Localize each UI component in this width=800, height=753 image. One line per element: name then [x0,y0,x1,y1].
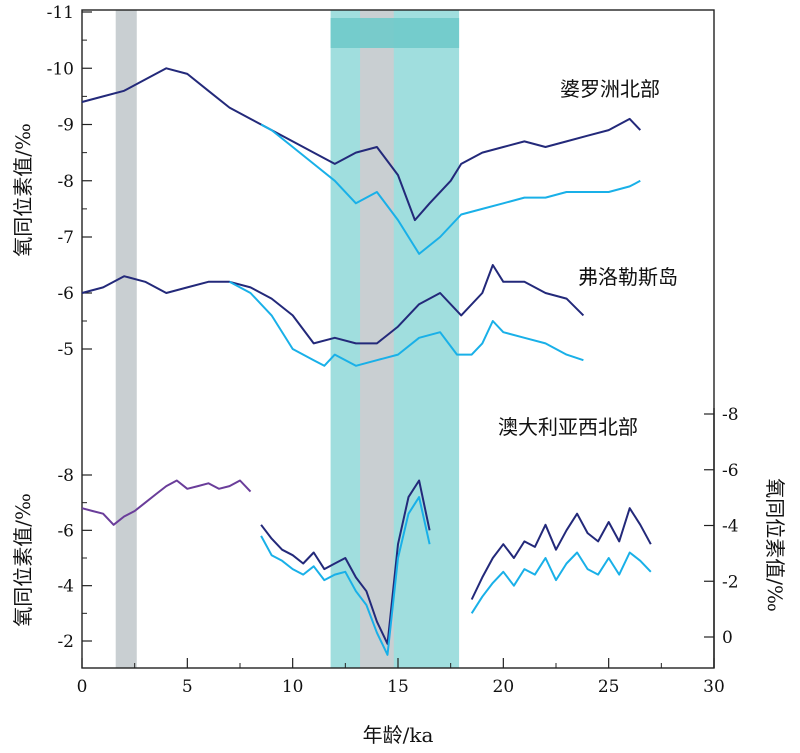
y-tick-label-p1: -6 [57,284,74,304]
right-y-tick-label: -4 [722,517,739,537]
series-line-p2-s3 [470,551,652,614]
y-axis-title-top: 氧同位素值/‰ [11,123,35,257]
y-axis-title-bottom: 氧同位素值/‰ [11,493,35,627]
x-axis-title: 年龄/ka [363,723,434,747]
shade-grey-2 [360,10,394,668]
axis-ticks [81,11,715,668]
y-tick-label-p2: -8 [57,466,74,486]
y-tick-label-p1: -5 [57,340,74,360]
panel-label-flores: 弗洛勒斯岛 [578,265,678,289]
shade-cyan-1 [330,10,460,668]
series-line-p1-s1 [229,280,584,367]
y-tick-label-p2: -2 [57,632,74,652]
y-tick-label-p0: -9 [57,116,74,136]
shade-grey-0 [115,10,137,668]
right-y-tick-label: -6 [722,461,739,481]
x-tick-label-5: 5 [182,677,193,697]
series-line-p2-s1 [260,479,431,645]
y-tick-label-p2: -6 [57,521,74,541]
right-y-tick-label: 0 [722,628,733,648]
series-line-p0-s1 [260,123,641,255]
series-line-p2-s4 [470,507,652,600]
x-tick-label-15: 15 [387,677,409,697]
series-line-p0-s0 [81,67,642,222]
x-tick-label-25: 25 [598,677,620,697]
right-y-tick-label: -2 [722,572,739,592]
x-tick-label-10: 10 [282,677,304,697]
panel-label-nw-australia: 澳大利亚西北部 [498,415,638,439]
y-axis-title-right: 氧同位素值/‰ [763,478,787,612]
x-tick-label-30: 30 [703,677,725,697]
data-lines [81,67,652,656]
shaded-intervals [115,10,460,668]
x-tick-label-20: 20 [493,677,515,697]
y-tick-label-p0: -11 [47,3,74,23]
series-line-p1-s0 [81,264,585,345]
series-line-p2-s2 [260,496,431,656]
series-line-p2-s0 [81,479,252,526]
shade-cyan-cap [330,18,460,48]
y-tick-label-p0: -10 [47,59,74,79]
x-tick-label-0: 0 [77,677,88,697]
y-tick-label-p0: -7 [57,228,74,248]
y-tick-label-p2: -4 [57,577,74,597]
tick-labels: 0 5 10 15 20 25 30 -11 -10 -9 -8 -7 -6 -5 -8 -6 -4 -2 -8 -6… [47,3,739,697]
y-tick-label-p0: -8 [57,172,74,192]
right-y-tick-label: -8 [722,405,739,425]
panel-label-borneo: 婆罗洲北部 [560,77,660,101]
